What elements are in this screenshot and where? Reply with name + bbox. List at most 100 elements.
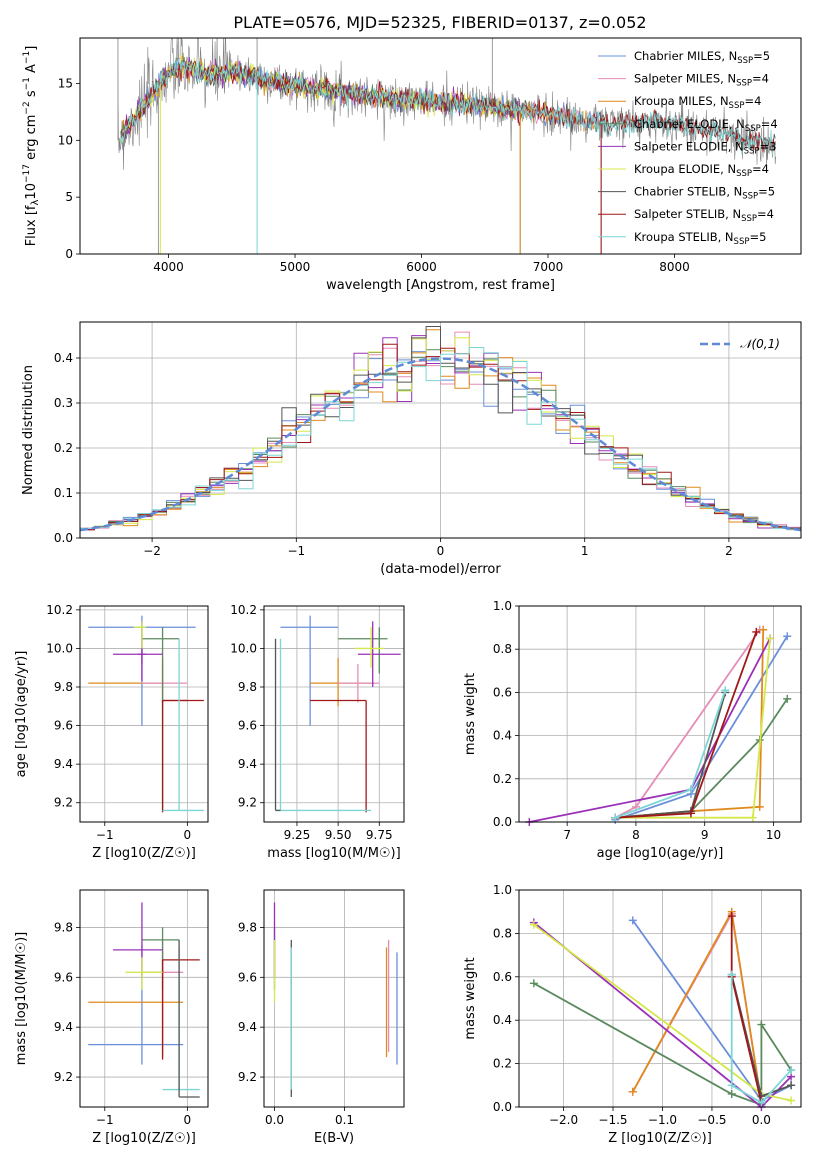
mass-weight-marker bbox=[529, 920, 538, 929]
y-tick-label: 9.8 bbox=[54, 680, 73, 694]
mass-weight-vs-metallicity-panel: −2.0 −1.5 −1.0 −0.5 0.0 0.0 0.2 0.4 0.6 0.8 1.0 Z [… bbox=[463, 883, 802, 1146]
x-tick-label: 0.1 bbox=[335, 1113, 354, 1127]
model-fit-line bbox=[120, 58, 776, 156]
y-tick-label: 0.1 bbox=[54, 486, 73, 500]
x-tick-label: 4000 bbox=[153, 260, 184, 274]
mass-weight-marker bbox=[611, 813, 620, 822]
mass-weight-marker bbox=[727, 970, 736, 979]
y-axis-label-part: 10 bbox=[24, 183, 39, 200]
x-tick-label: 5000 bbox=[280, 260, 311, 274]
y-axis-label: mass weight bbox=[463, 673, 478, 755]
figure-title: PLATE=0576, MJD=52325, FIBERID=0137, z=0… bbox=[233, 13, 646, 32]
mass-weight-marker bbox=[783, 632, 792, 641]
x-tick-label: 0 bbox=[437, 544, 445, 558]
legend-label: 𝒩(0,1) bbox=[740, 337, 780, 351]
x-tick-label: 9.75 bbox=[366, 828, 393, 842]
axes-frame bbox=[518, 889, 802, 1108]
x-tick-label: 2 bbox=[725, 544, 733, 558]
y-tick-label: 0.2 bbox=[493, 772, 512, 786]
legend-label: Salpeter STELIB, NSSP=4 bbox=[634, 207, 774, 224]
x-tick-label: 0 bbox=[184, 828, 192, 842]
mass-weight-marker bbox=[748, 813, 757, 822]
y-tick-label: 9.2 bbox=[54, 796, 73, 810]
y-axis-label: Flux [fλ10−17 erg cm−2 s−1 A−1] bbox=[22, 46, 41, 247]
x-tick-label: −1 bbox=[96, 828, 114, 842]
residual-histogram-panel: −2 −1 0 1 2 0.0 0.1 0.2 0.3 0.4 𝒩(0,1) (data-model)… bbox=[21, 321, 802, 577]
y-tick-label: 0.0 bbox=[493, 815, 512, 829]
x-tick-label: 8 bbox=[632, 828, 640, 842]
y-axis-label-part: s bbox=[24, 90, 39, 101]
mass-weight-marker bbox=[755, 802, 764, 811]
y-tick-label: 9.8 bbox=[238, 680, 257, 694]
y-tick-label: 0.4 bbox=[493, 729, 512, 743]
y-axis-label-sup: −2 bbox=[22, 101, 32, 114]
x-axis-label: wavelength [Angstrom, rest frame] bbox=[326, 278, 555, 293]
mass-weight-marker bbox=[787, 1066, 796, 1075]
legend-label-sub: SSP bbox=[736, 169, 752, 179]
x-tick-label: −1 bbox=[287, 544, 305, 558]
x-tick-label: 6000 bbox=[406, 260, 437, 274]
y-tick-label: 9.4 bbox=[54, 757, 73, 771]
mass-weight-marker bbox=[721, 686, 730, 695]
legend-label: Salpeter ELODIE, NSSP=3 bbox=[634, 139, 777, 156]
y-tick-label: 0.8 bbox=[493, 642, 512, 656]
y-tick-label: 0.4 bbox=[54, 351, 73, 365]
mass-weight-marker bbox=[727, 912, 736, 921]
y-tick-label: 9.6 bbox=[238, 719, 257, 733]
mass-weight-marker bbox=[783, 694, 792, 703]
x-axis-label: E(B-V) bbox=[314, 1131, 354, 1146]
y-tick-label: 0.4 bbox=[493, 1013, 512, 1027]
mass-weight-marker bbox=[787, 1096, 796, 1105]
mass-weight-marker bbox=[759, 625, 768, 634]
age-vs-mass-panel: 9.25 9.50 9.75 9.2 9.4 9.6 9.8 10.0 10.2 mass [lo… bbox=[230, 603, 405, 861]
x-tick-label: 1 bbox=[581, 544, 589, 558]
y-axis-label: mass [log10(M/M☉)] bbox=[14, 932, 29, 1065]
axes-frame bbox=[79, 889, 209, 1108]
legend-label-sub: SSP bbox=[734, 237, 750, 247]
y-tick-label: 9.8 bbox=[54, 920, 73, 934]
y-axis-label: Normed distribution bbox=[21, 365, 36, 495]
x-tick-label: 7 bbox=[563, 828, 571, 842]
y-tick-label: 9.6 bbox=[54, 719, 73, 733]
x-tick-label: −1.5 bbox=[598, 1113, 627, 1127]
x-tick-label: 0 bbox=[184, 1113, 192, 1127]
mass-weight-marker bbox=[757, 1098, 766, 1107]
mass-weight-marker bbox=[727, 1089, 736, 1098]
mass-weight-vs-age-panel: 7 8 9 10 0.0 0.2 0.4 0.6 0.8 1.0 age [log10(age/yr… bbox=[463, 599, 802, 861]
y-tick-label: 0.2 bbox=[493, 1057, 512, 1071]
legend-label: Kroupa MILES, NSSP=4 bbox=[634, 94, 761, 111]
y-tick-label: 0.3 bbox=[54, 396, 73, 410]
mass-weight-marker bbox=[628, 1087, 637, 1096]
y-axis-label-part: erg cm bbox=[24, 115, 39, 164]
legend-label-sub: SSP bbox=[729, 101, 745, 111]
axes-frame bbox=[263, 889, 405, 1108]
y-tick-label: 9.2 bbox=[238, 796, 257, 810]
mass-weight-marker bbox=[686, 785, 695, 794]
legend-label-sub: SSP bbox=[744, 146, 760, 156]
y-axis-label-sub: λ bbox=[30, 199, 41, 205]
y-tick-label: 0.6 bbox=[493, 970, 512, 984]
legend-label-sub: SSP bbox=[741, 214, 757, 224]
y-axis-label-sup: −1 bbox=[22, 51, 32, 64]
mass-vs-metallicity-panel: −1 0 9.2 9.4 9.6 9.8 Z [log10(Z/Z☉)] mass [log1… bbox=[14, 889, 209, 1146]
mass-weight-marker bbox=[529, 979, 538, 988]
legend-label-value: =4 bbox=[752, 72, 769, 86]
legend-label-value: =4 bbox=[744, 94, 761, 108]
y-tick-label: 9.6 bbox=[54, 970, 73, 984]
legend-label-value: =4 bbox=[757, 207, 774, 221]
y-tick-label: 0.8 bbox=[493, 926, 512, 940]
y-tick-label: 9.4 bbox=[238, 757, 257, 771]
y-tick-label: 9.2 bbox=[238, 1070, 257, 1084]
axes-frame bbox=[263, 605, 405, 823]
y-axis-label-sup: −17 bbox=[22, 164, 32, 183]
x-tick-label: 7000 bbox=[533, 260, 564, 274]
x-tick-label: 9.25 bbox=[284, 828, 311, 842]
mass-weight-marker bbox=[727, 1081, 736, 1090]
legend-label-sub: SSP bbox=[736, 79, 752, 89]
mass-weight-marker bbox=[757, 1020, 766, 1029]
y-axis-label: mass weight bbox=[463, 957, 478, 1039]
x-tick-label: −2 bbox=[143, 544, 161, 558]
y-tick-label: 1.0 bbox=[493, 883, 512, 897]
observed-spectrum-line bbox=[117, 38, 776, 170]
legend-label: Salpeter MILES, NSSP=4 bbox=[634, 72, 769, 89]
